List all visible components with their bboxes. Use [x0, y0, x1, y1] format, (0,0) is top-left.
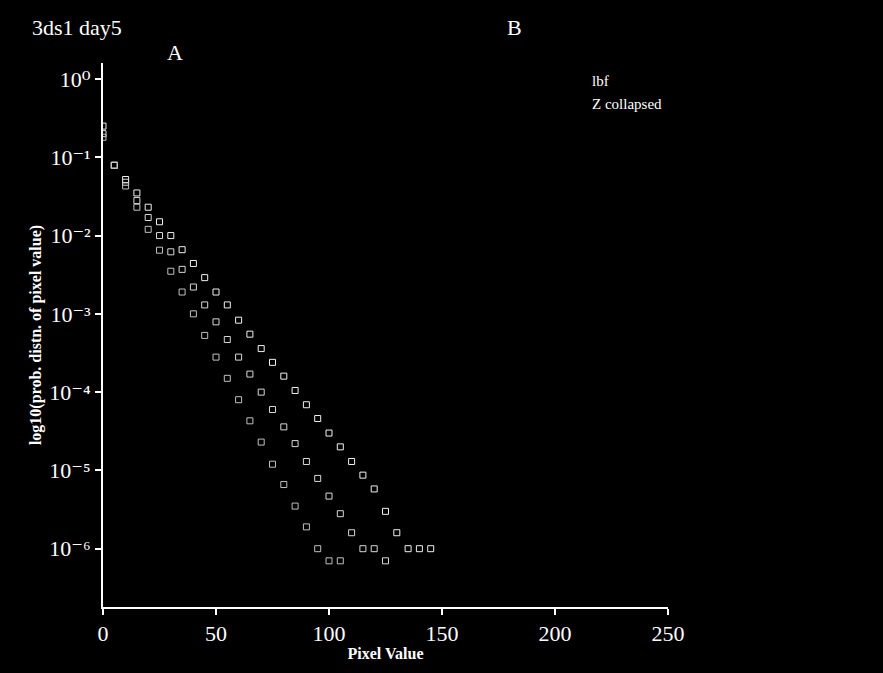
svg-text:10⁰: 10⁰	[60, 67, 91, 92]
svg-text:A: A	[167, 40, 183, 65]
svg-text:10⁻³: 10⁻³	[50, 302, 91, 327]
svg-text:3ds1 day5: 3ds1 day5	[32, 15, 122, 40]
svg-text:lbf: lbf	[592, 73, 609, 89]
svg-text:10⁻⁵: 10⁻⁵	[49, 458, 90, 483]
svg-text:Z collapsed: Z collapsed	[592, 96, 662, 112]
svg-text:10⁻⁶: 10⁻⁶	[49, 536, 90, 561]
svg-text:10⁻¹: 10⁻¹	[50, 145, 90, 170]
svg-text:Pixel Value: Pixel Value	[347, 645, 423, 662]
svg-text:B: B	[507, 15, 522, 40]
svg-text:100: 100	[313, 621, 346, 646]
svg-text:200: 200	[539, 621, 572, 646]
svg-text:0: 0	[98, 621, 109, 646]
svg-text:50: 50	[205, 621, 227, 646]
svg-text:10⁻²: 10⁻²	[50, 223, 91, 248]
svg-text:150: 150	[426, 621, 459, 646]
svg-text:log10(prob. distn. of pixel va: log10(prob. distn. of pixel value)	[27, 225, 45, 445]
svg-text:10⁻⁴: 10⁻⁴	[49, 380, 91, 405]
svg-text:250: 250	[652, 621, 685, 646]
